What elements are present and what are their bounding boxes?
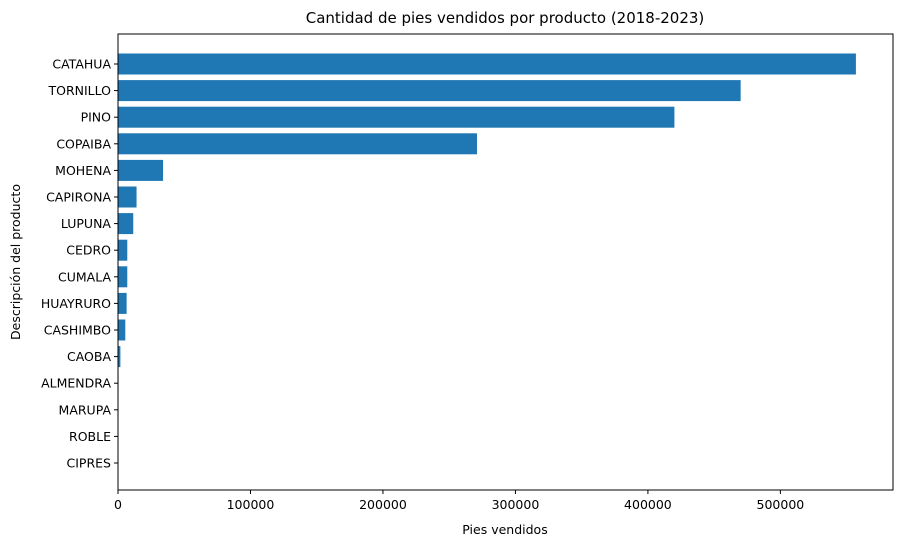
y-tick-label: CIPRES (67, 456, 112, 471)
y-tick-label: CUMALA (58, 269, 111, 284)
y-tick-label: CATAHUA (52, 57, 111, 72)
x-tick-label: 500000 (757, 497, 805, 512)
bars-group (118, 53, 856, 474)
y-axis-ticks: CATAHUA TORNILLO PINO COPAIBA MOHENA CAPIRONA… (41, 57, 118, 471)
bar-cumala (118, 266, 128, 288)
x-tick-label: 400000 (624, 497, 672, 512)
chart-title: Cantidad de pies vendidos por producto (… (306, 9, 705, 27)
y-tick-label: PINO (81, 110, 112, 125)
bar-cashimbo (118, 319, 126, 341)
x-tick-label: 200000 (359, 497, 407, 512)
y-tick-label: MARUPA (59, 402, 112, 417)
bar-catahua (118, 53, 856, 75)
y-tick-label: ROBLE (69, 429, 111, 444)
bar-mohena (118, 159, 164, 181)
plot-frame (117, 33, 894, 491)
y-tick-label: LUPUNA (61, 216, 112, 231)
x-axis-ticks: 0 100000 200000 300000 400000 500000 (114, 490, 804, 512)
x-tick-label: 300000 (492, 497, 540, 512)
x-tick-label: 0 (114, 497, 122, 512)
bar-cedro (118, 239, 128, 261)
bar-copaiba (118, 133, 478, 155)
y-tick-label: CAPIRONA (46, 190, 111, 205)
y-tick-label: HUAYRURO (41, 296, 111, 311)
bar-capirona (118, 186, 137, 208)
bar-pino (118, 106, 675, 128)
y-tick-label: CEDRO (66, 243, 111, 258)
x-tick-label: 100000 (227, 497, 275, 512)
bar-tornillo (118, 80, 741, 102)
y-tick-label: CAOBA (67, 349, 111, 364)
bar-caoba (118, 346, 121, 368)
y-tick-label: MOHENA (55, 163, 111, 178)
bar-huayruro (118, 292, 127, 314)
y-tick-label: ALMENDRA (41, 376, 111, 391)
y-tick-label: CASHIMBO (44, 323, 111, 338)
bar-lupuna (118, 213, 134, 235)
y-tick-label: TORNILLO (47, 83, 111, 98)
x-axis-label: Pies vendidos (462, 522, 547, 537)
y-axis-label: Descripción del producto (8, 184, 23, 340)
y-tick-label: COPAIBA (56, 136, 111, 151)
